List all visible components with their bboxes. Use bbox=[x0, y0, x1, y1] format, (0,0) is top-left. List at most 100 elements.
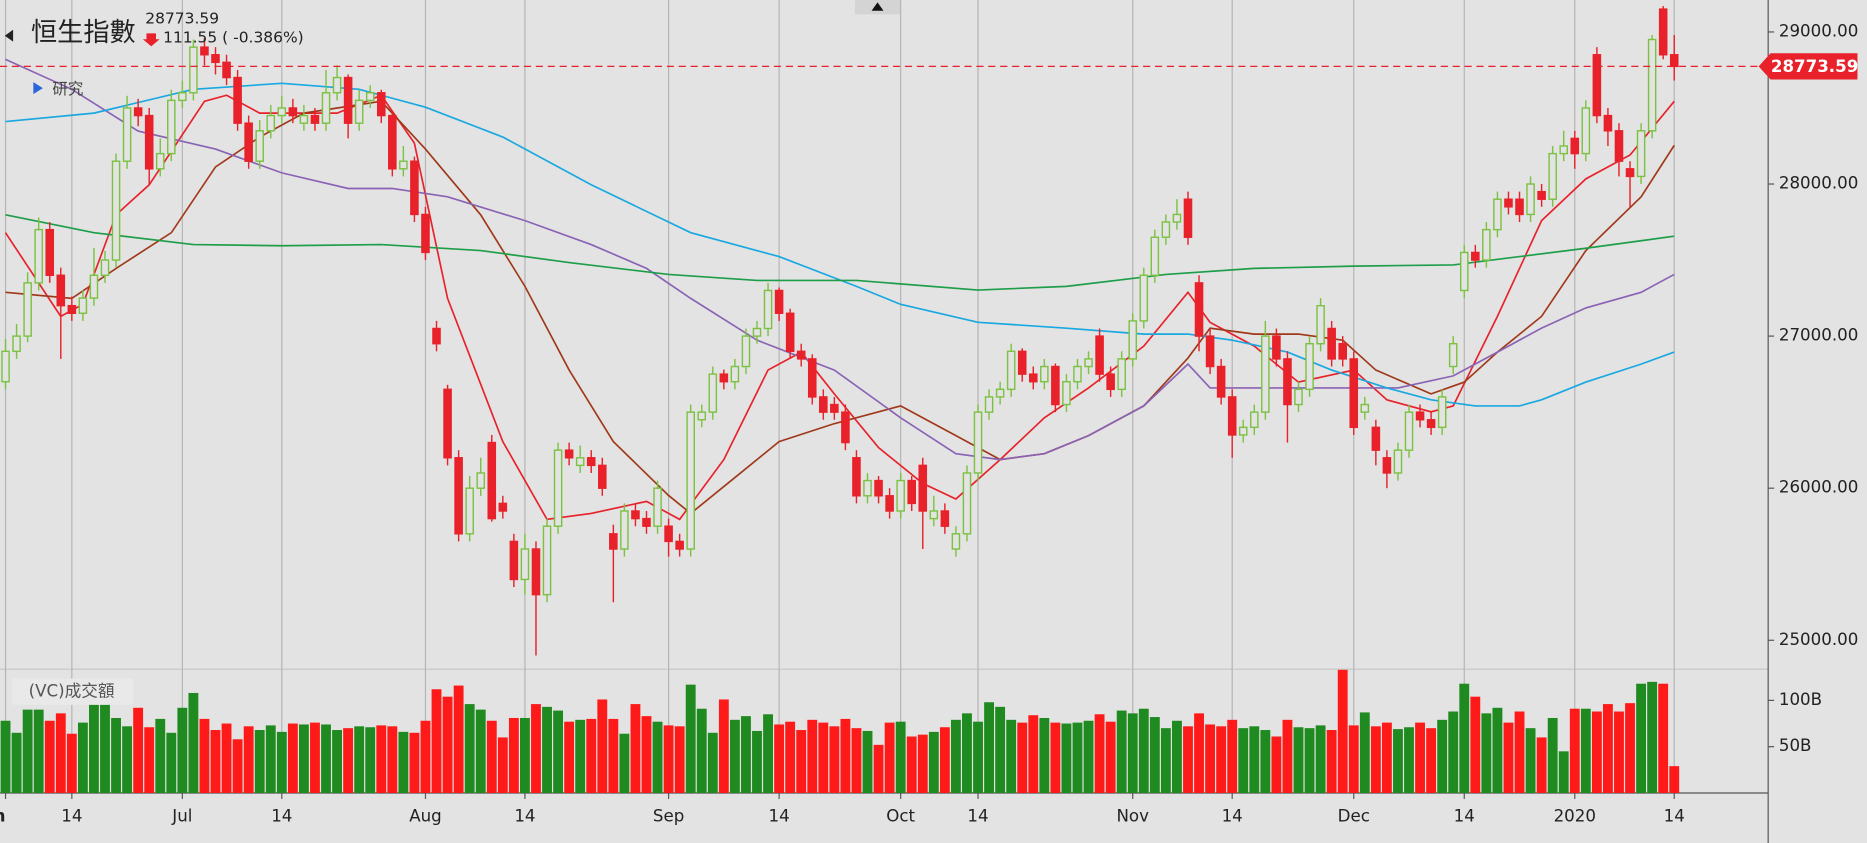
candle-body bbox=[443, 388, 452, 459]
x-tick-label: 14 bbox=[967, 806, 988, 825]
volume-bar bbox=[1304, 728, 1315, 793]
candle-body bbox=[1172, 213, 1182, 223]
volume-bar bbox=[354, 726, 365, 793]
candle-body bbox=[907, 479, 917, 505]
volume-bar bbox=[663, 725, 674, 793]
candle-body bbox=[365, 92, 375, 102]
candle-body bbox=[1526, 183, 1535, 216]
volume-bar bbox=[1602, 704, 1613, 793]
volume-bar bbox=[796, 730, 807, 793]
candle-body bbox=[244, 122, 253, 162]
volume-bar bbox=[166, 732, 177, 793]
volume-bar bbox=[1481, 713, 1492, 793]
candle-body bbox=[995, 388, 1005, 398]
volume-bar bbox=[707, 732, 718, 793]
candle-body bbox=[598, 464, 607, 489]
volume-bar bbox=[33, 709, 44, 793]
volume-bar bbox=[1083, 720, 1094, 793]
candle-body bbox=[1482, 228, 1491, 261]
indicator-arrow[interactable] bbox=[33, 82, 43, 95]
volume-bar bbox=[851, 728, 862, 793]
candle-body bbox=[1614, 130, 1624, 162]
candle-body bbox=[785, 312, 795, 353]
volume-bar bbox=[1348, 725, 1359, 793]
x-tick-label: 14 bbox=[1222, 806, 1243, 825]
candle-body bbox=[476, 472, 486, 489]
candle-body bbox=[1305, 342, 1314, 391]
x-tick-label: un bbox=[0, 806, 6, 825]
candle-body bbox=[1183, 198, 1193, 238]
volume-bar bbox=[387, 726, 398, 793]
volume-bar bbox=[619, 733, 630, 793]
candle-body bbox=[432, 327, 441, 345]
candle-body bbox=[1238, 426, 1248, 436]
volume-bar bbox=[696, 708, 707, 793]
candle-body bbox=[1471, 251, 1480, 261]
candle-body bbox=[653, 487, 662, 527]
volume-bar bbox=[1514, 711, 1525, 793]
volume-bar bbox=[111, 717, 121, 793]
y-tick-label: 29000.00 bbox=[1779, 21, 1858, 40]
candle-body bbox=[1139, 274, 1149, 322]
volume-bar bbox=[1183, 726, 1193, 793]
x-tick-label: 14 bbox=[514, 806, 535, 825]
volume-bar bbox=[0, 720, 11, 793]
volume-bar bbox=[1503, 722, 1514, 793]
volume-bar bbox=[398, 731, 409, 793]
volume-bar bbox=[774, 724, 785, 793]
menu-arrow[interactable] bbox=[4, 29, 14, 42]
header: 恒生指數 28773.59 111.55 ( -0.386%) 研究 (VC)成… bbox=[4, 10, 304, 705]
indicator-label[interactable]: 研究 bbox=[52, 80, 83, 98]
volume-bar bbox=[519, 717, 530, 793]
plot: un 14 Jul 14 Aug 14 Sep 14 Oct 14 Nov 14 Dec 14 2020 14… bbox=[0, 0, 1858, 825]
candle-body bbox=[100, 259, 110, 276]
candle-body bbox=[586, 457, 596, 467]
volume-bar bbox=[420, 720, 431, 793]
volume-bar bbox=[1437, 719, 1448, 793]
volume-bar bbox=[1105, 721, 1116, 793]
volume-bar bbox=[321, 724, 331, 793]
volume-bar bbox=[1536, 737, 1547, 793]
candle-body bbox=[973, 411, 983, 474]
volume-bar bbox=[752, 730, 762, 793]
candle-body bbox=[233, 76, 242, 124]
candle-body bbox=[321, 92, 331, 124]
candle-body bbox=[1559, 145, 1569, 155]
candle-body bbox=[1161, 221, 1171, 238]
volume-bar bbox=[89, 693, 99, 793]
volume-bar bbox=[1426, 728, 1437, 793]
candle-body bbox=[1283, 358, 1292, 406]
candle-body bbox=[896, 479, 905, 512]
candle-body bbox=[399, 160, 408, 170]
candle-body bbox=[1515, 198, 1524, 216]
candle-body bbox=[951, 533, 961, 550]
volume-bar bbox=[1315, 725, 1326, 793]
volume-bar bbox=[729, 719, 740, 793]
volume-bar bbox=[995, 706, 1006, 793]
volume-bar bbox=[22, 709, 33, 793]
volume-bar bbox=[840, 718, 851, 793]
candle-body bbox=[752, 327, 762, 337]
candle-body bbox=[852, 457, 861, 497]
y-tick-label: 28000.00 bbox=[1779, 174, 1858, 193]
candle-body bbox=[830, 403, 839, 413]
volume-bar bbox=[497, 737, 508, 793]
candle-body bbox=[277, 107, 287, 117]
volume-bar bbox=[917, 734, 928, 793]
collapse-arrow bbox=[871, 2, 884, 11]
volume-bar bbox=[597, 699, 608, 793]
volume-bar bbox=[1061, 723, 1072, 793]
candle-body bbox=[299, 114, 309, 124]
candle-body bbox=[1106, 373, 1115, 391]
volume-bar bbox=[1459, 683, 1470, 793]
candle-body bbox=[376, 92, 386, 117]
candle-body bbox=[1017, 350, 1027, 375]
candle-body bbox=[465, 487, 474, 535]
candle-body bbox=[1250, 411, 1259, 429]
volume-bar bbox=[100, 687, 110, 793]
candle-body bbox=[498, 502, 508, 512]
candle-body bbox=[719, 373, 729, 383]
volume-bar bbox=[1227, 719, 1238, 793]
x-tick-label: 14 bbox=[1664, 806, 1685, 825]
candle-body bbox=[1592, 54, 1602, 117]
